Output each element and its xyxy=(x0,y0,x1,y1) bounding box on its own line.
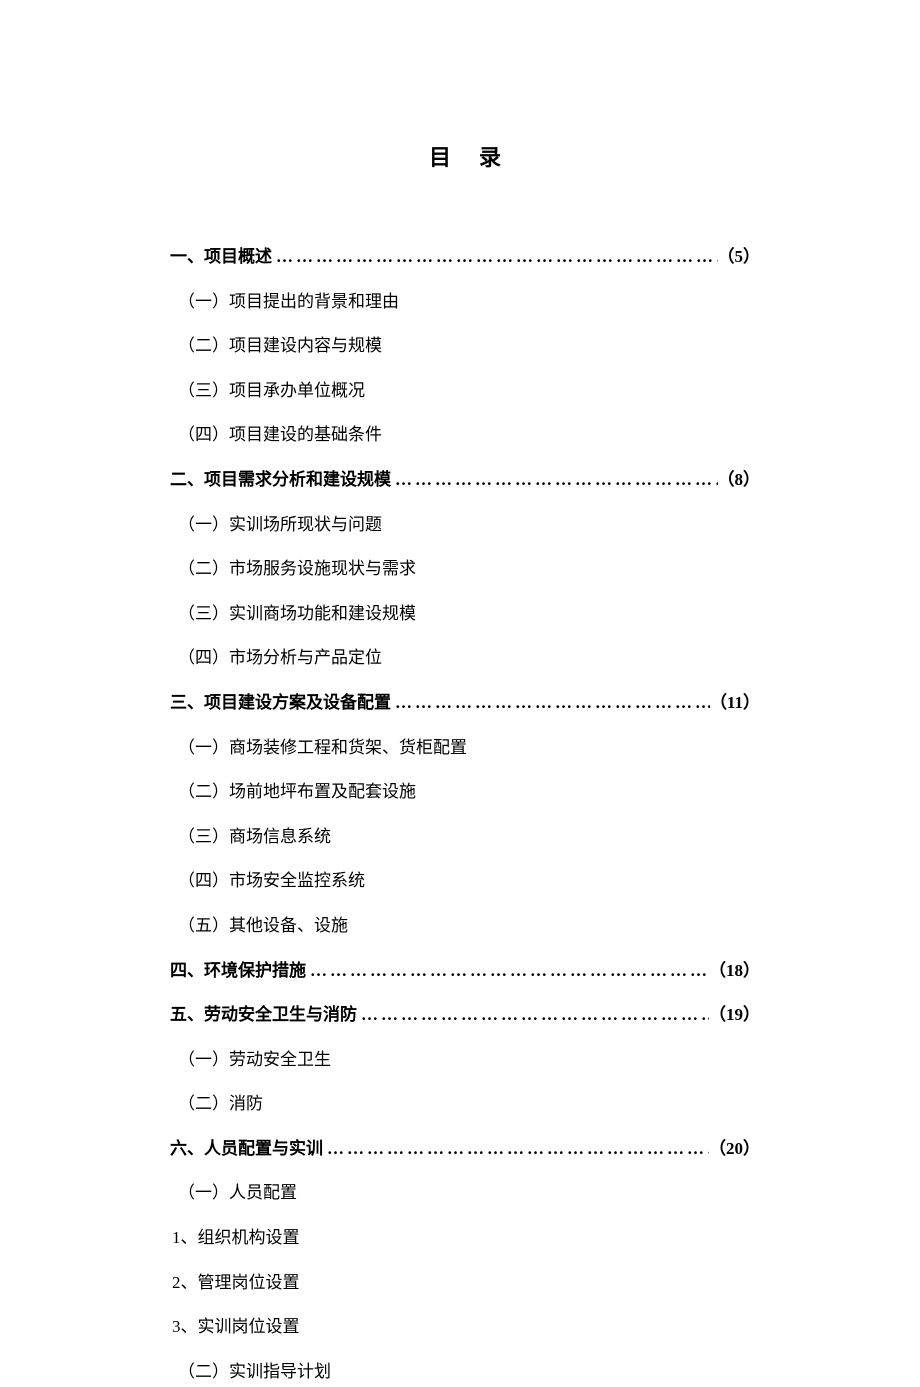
toc-section-2: 二、项目需求分析和建设规模 ……………………………………………………………………… xyxy=(170,465,760,496)
section-heading: 六、人员配置与实训 xyxy=(170,1134,323,1165)
sub-item: （二）市场服务设施现状与需求 xyxy=(170,554,760,585)
sub-item: （二）消防 xyxy=(170,1089,760,1120)
sub-item: （一）劳动安全卫生 xyxy=(170,1045,760,1076)
section-heading: 四、环境保护措施 xyxy=(170,956,306,987)
sub-item: （二）场前地坪布置及配套设施 xyxy=(170,777,760,808)
dot-leader: ……………………………………………………………………………………………………… xyxy=(323,1134,709,1165)
page-number: （18） xyxy=(709,956,760,987)
dot-leader: ……………………………………………………………………………………………………… xyxy=(391,465,718,496)
toc-title: 目录 xyxy=(170,140,760,172)
sub-item: （二）实训指导计划 xyxy=(170,1357,760,1387)
sub-sub-item: 3、实训岗位设置 xyxy=(170,1312,760,1343)
toc-section-3: 三、项目建设方案及设备配置 ……………………………………………………………………… xyxy=(170,688,760,719)
sub-item: （四）项目建设的基础条件 xyxy=(170,420,760,451)
sub-sub-item: 1、组织机构设置 xyxy=(170,1223,760,1254)
dot-leader: ……………………………………………………………………………………………………… xyxy=(306,956,709,987)
sub-item: （一）商场装修工程和货架、货柜配置 xyxy=(170,733,760,764)
page-number: （19） xyxy=(709,1000,760,1031)
toc-section-1: 一、项目概述 ………………………………………………………………………………………… xyxy=(170,242,760,273)
sub-item: （一）人员配置 xyxy=(170,1178,760,1209)
page-number: （5） xyxy=(718,242,761,273)
section-heading: 二、项目需求分析和建设规模 xyxy=(170,465,391,496)
sub-item: （五）其他设备、设施 xyxy=(170,911,760,942)
section-heading: 五、劳动安全卫生与消防 xyxy=(170,1000,357,1031)
sub-item: （三）实训商场功能和建设规模 xyxy=(170,599,760,630)
page-number: （8） xyxy=(718,465,761,496)
sub-item: （四）市场分析与产品定位 xyxy=(170,643,760,674)
page-number: （20） xyxy=(709,1134,760,1165)
dot-leader: ……………………………………………………………………………………………………… xyxy=(272,242,718,273)
sub-item: （四）市场安全监控系统 xyxy=(170,866,760,897)
section-heading: 一、项目概述 xyxy=(170,242,272,273)
toc-section-6: 六、人员配置与实训 ………………………………………………………………………………… xyxy=(170,1134,760,1165)
page-number: （11） xyxy=(710,688,760,719)
dot-leader: ……………………………………………………………………………………………………… xyxy=(357,1000,709,1031)
sub-item: （一）项目提出的背景和理由 xyxy=(170,287,760,318)
toc-section-4: 四、环境保护措施 …………………………………………………………………………………… xyxy=(170,956,760,987)
sub-item: （三）商场信息系统 xyxy=(170,822,760,853)
section-heading: 三、项目建设方案及设备配置 xyxy=(170,688,391,719)
sub-item: （三）项目承办单位概况 xyxy=(170,376,760,407)
sub-item: （一）实训场所现状与问题 xyxy=(170,510,760,541)
dot-leader: ……………………………………………………………………………………………………… xyxy=(391,688,710,719)
sub-sub-item: 2、管理岗位设置 xyxy=(170,1268,760,1299)
sub-item: （二）项目建设内容与规模 xyxy=(170,331,760,362)
toc-section-5: 五、劳动安全卫生与消防 …………………………………………………………………………… xyxy=(170,1000,760,1031)
